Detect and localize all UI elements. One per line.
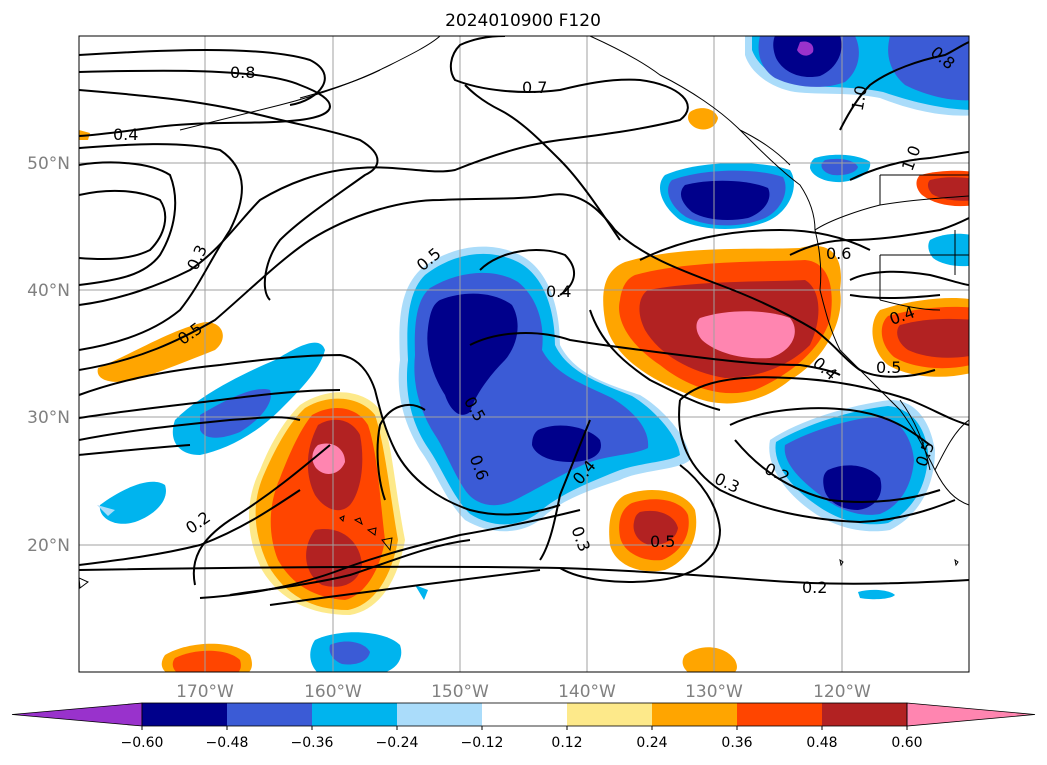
colorbar-extend-low <box>11 702 143 727</box>
latitude-labels: 50°N 40°N 30°N 20°N <box>27 154 70 556</box>
colorbar-tick-label: 0.24 <box>636 735 667 751</box>
lat-label-20n: 20°N <box>27 536 70 556</box>
colorbar-segment <box>822 703 907 726</box>
contour-label: 0.4 <box>113 125 138 144</box>
figure-title: 2024010900 F120 <box>445 11 601 31</box>
contour-lines <box>79 36 969 606</box>
colorbar-segment <box>652 703 737 726</box>
contour-label: 0.4 <box>546 282 571 301</box>
colorbar-tick-label: 0.12 <box>551 735 582 751</box>
lon-label-140w: 140°W <box>558 682 616 702</box>
lon-label-170w: 170°W <box>176 682 234 702</box>
colorbar-segment <box>142 703 227 726</box>
map-frame <box>78 35 970 673</box>
colorbar-frame <box>141 702 908 727</box>
contour-label: 1.0 <box>848 84 871 112</box>
lat-label-30n: 30°N <box>27 408 70 428</box>
colorbar-tick-label: 0.48 <box>806 735 837 751</box>
lon-label-160w: 160°W <box>304 682 362 702</box>
contour-label: 0.5 <box>876 358 901 377</box>
lon-label-150w: 150°W <box>431 682 489 702</box>
colorbar-tick-label: 0.60 <box>891 735 922 751</box>
negative-anomaly-fields <box>97 36 969 672</box>
colorbar-segment <box>397 703 482 726</box>
colorbar-extend-high <box>906 702 1036 727</box>
lon-label-120w: 120°W <box>813 682 871 702</box>
colorbar-segment <box>737 703 822 726</box>
colorbar-segment <box>312 703 397 726</box>
colorbar-segment <box>227 703 312 726</box>
colorbar-tick-label: −0.12 <box>461 735 504 751</box>
contour-label: 0.6 <box>826 244 851 263</box>
colorbar: −0.60 −0.48 −0.36 −0.24 −0.12 0.12 0.24 0.36 0.4… <box>11 702 1036 751</box>
map-area: 0.8 0.4 0.7 0.3 0.5 0.5 0.4 0.6 0.4 0.5 … <box>79 36 969 672</box>
contour-label: 0.7 <box>522 78 547 97</box>
contour-label: 0.2 <box>802 578 827 597</box>
colorbar-tick-label: −0.24 <box>376 735 419 751</box>
colorbar-tick-label: −0.48 <box>206 735 249 751</box>
lat-label-50n: 50°N <box>27 154 70 174</box>
contour-label: 0.5 <box>650 532 675 551</box>
lon-label-130w: 130°W <box>685 682 743 702</box>
longitude-labels: 170°W 160°W 150°W 140°W 130°W 120°W <box>176 682 871 702</box>
colorbar-tick-label: −0.60 <box>121 735 164 751</box>
contour-label: 0.8 <box>230 63 255 82</box>
lat-label-40n: 40°N <box>27 281 70 301</box>
colorbar-segment <box>482 703 567 726</box>
colorbar-tick-label: −0.36 <box>291 735 334 751</box>
colorbar-tick-label: 0.36 <box>721 735 752 751</box>
colorbar-segment <box>567 703 652 726</box>
